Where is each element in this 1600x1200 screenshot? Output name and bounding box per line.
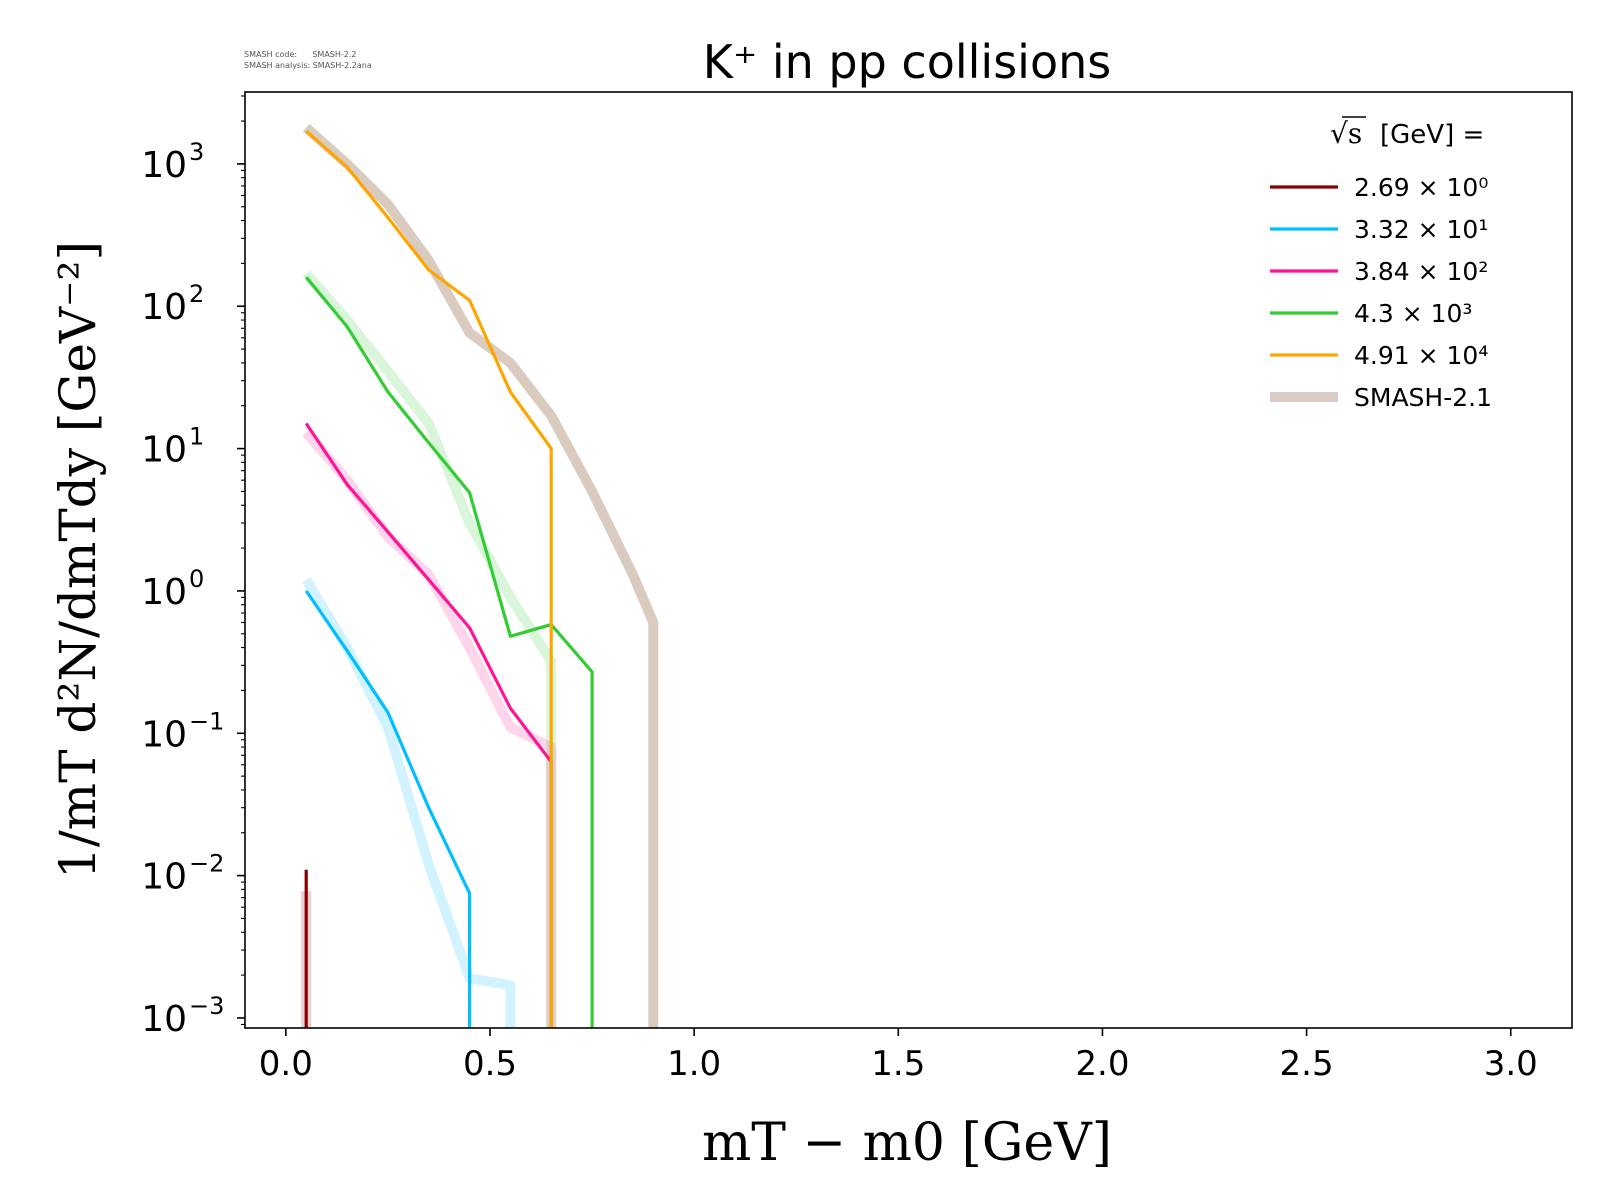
y-tick-exponent: 1	[189, 423, 204, 451]
reference-curve-4	[302, 123, 659, 1028]
legend-label-2: 3.84 × 10²	[1354, 257, 1488, 286]
y-tick-label: 10	[141, 714, 187, 755]
y-tick-label: 10	[141, 572, 187, 613]
series-line-4	[305, 129, 553, 1028]
x-tick-label: 0.5	[463, 1044, 517, 1084]
reference-curve-2	[302, 429, 557, 1028]
x-tick-label: 1.0	[667, 1044, 721, 1084]
plot-lines	[301, 123, 659, 1028]
legend-label-1: 3.32 × 10¹	[1354, 215, 1488, 244]
reference-curve-1	[301, 577, 516, 1028]
y-tick-label: 10	[141, 857, 187, 898]
x-tick-label: 1.5	[871, 1044, 925, 1084]
series-line-1	[304, 589, 472, 1028]
legend-label-0: 2.69 × 10⁰	[1354, 173, 1488, 202]
chart-title: K⁺ in pp collisions	[703, 35, 1111, 89]
series-line-3	[304, 276, 594, 1028]
y-tick-exponent: −1	[189, 707, 224, 735]
smash-code-version: SMASH code: SMASH-2.2	[244, 50, 357, 59]
legend-label-5: SMASH-2.1	[1354, 383, 1492, 412]
x-tick-label: 3.0	[1484, 1044, 1538, 1084]
y-tick-exponent: −3	[189, 992, 224, 1020]
y-tick-label: 10	[141, 145, 187, 186]
x-axis-label: mT − m0 [GeV]	[702, 1113, 1112, 1173]
plot-frame	[244, 91, 1573, 1029]
y-tick-label: 10	[141, 999, 187, 1040]
y-tick-exponent: 3	[189, 138, 204, 166]
legend-title-sqrt-s: √s	[1330, 117, 1362, 150]
y-tick-label: 10	[141, 287, 187, 328]
legend-title-unit: [GeV] =	[1380, 120, 1484, 150]
legend-label-4: 4.91 × 10⁴	[1354, 341, 1488, 370]
y-tick-exponent: 2	[189, 280, 204, 308]
plot-area	[301, 123, 659, 1028]
y-axis-label: 1/mT d²N/dmTdy [GeV⁻²]	[49, 241, 107, 879]
y-tick-label: 10	[141, 430, 187, 471]
series-line-2	[304, 422, 553, 1028]
legend: √s [GeV] = 2.69 × 10⁰ 3.32 × 10¹ 3.84 × 10² 4…	[1270, 116, 1492, 412]
y-tick-exponent: −2	[189, 850, 224, 878]
smash-analysis-version: SMASH analysis: SMASH-2.2ana	[244, 61, 372, 70]
x-tick-label: 2.0	[1075, 1044, 1129, 1084]
y-tick-exponent: 0	[189, 565, 204, 593]
x-tick-label: 2.5	[1280, 1044, 1334, 1084]
x-tick-label: 0.0	[259, 1044, 313, 1084]
reference-curve-3	[302, 270, 557, 1028]
legend-label-3: 4.3 × 10³	[1354, 299, 1472, 328]
axes: 0.0 0.5 1.0 1.5 2.0 2.5 3.010 −310 −210 −110 010 11…	[141, 91, 1573, 1084]
